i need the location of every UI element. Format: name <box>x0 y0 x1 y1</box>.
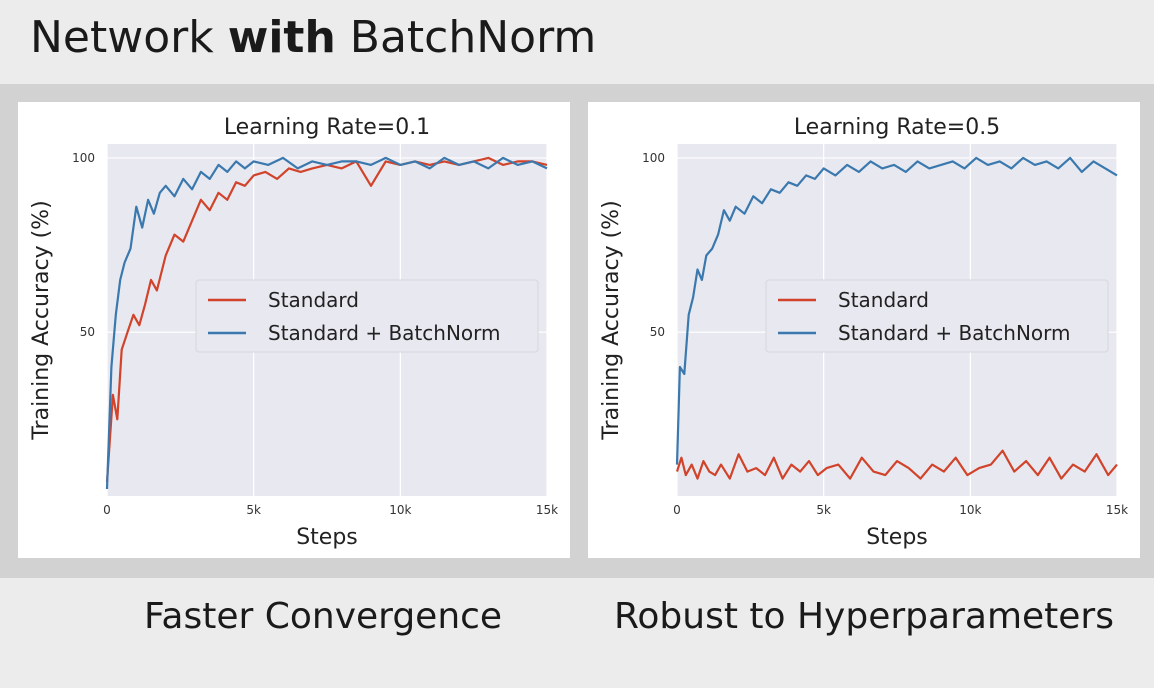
caption-left: Faster Convergence <box>144 596 503 637</box>
chart-right: 0 5k 10k 15k 50 100 Learning Rate=0.5 Steps Trai… <box>599 115 1128 550</box>
slide-title: Network with BatchNorm <box>30 12 596 63</box>
chart-title: Learning Rate=0.1 <box>224 115 430 140</box>
legend-box <box>765 279 1109 353</box>
series-line-standard <box>105 156 548 483</box>
x-tick-label: 5k <box>816 503 831 517</box>
caption-right: Robust to Hyperparameters <box>614 596 1114 637</box>
y-axis-label: Training Accuracy (%) <box>599 200 624 440</box>
y-tick-label: 50 <box>80 325 95 339</box>
x-tick-label: 5k <box>246 503 261 517</box>
y-tick-label: 100 <box>642 151 665 165</box>
x-tick-label: 15k <box>536 503 558 517</box>
series-line-batchnorm <box>105 156 548 490</box>
series-line-standard <box>675 449 1118 480</box>
x-tick-label: 15k <box>1106 503 1128 517</box>
legend-box <box>195 279 539 353</box>
legend-label-standard: Standard <box>838 288 929 312</box>
x-tick-label: 0 <box>673 503 681 517</box>
y-axis-label: Training Accuracy (%) <box>29 200 54 440</box>
slide-title-bold: with <box>227 12 336 63</box>
legend-label-standard: Standard <box>268 288 359 312</box>
slide-title-prefix: Network <box>30 12 228 63</box>
series-line-batchnorm <box>675 156 1118 465</box>
chart-title: Learning Rate=0.5 <box>794 115 1000 140</box>
x-tick-label: 0 <box>103 503 111 517</box>
x-axis-label: Steps <box>866 525 928 550</box>
y-tick-label: 100 <box>72 151 95 165</box>
slide-title-suffix: BatchNorm <box>335 12 597 63</box>
chart-panel-right: 0 5k 10k 15k 50 100 Learning Rate=0.5 Steps Trai… <box>588 102 1140 558</box>
legend-label-batchnorm: Standard + BatchNorm <box>268 321 501 345</box>
chart-left: 0 5k 10k 15k 50 100 Learning Rate=0.1 Steps Trai… <box>29 115 558 550</box>
legend-label-batchnorm: Standard + BatchNorm <box>838 321 1071 345</box>
x-tick-label: 10k <box>959 503 981 517</box>
x-axis-label: Steps <box>296 525 358 550</box>
x-tick-label: 10k <box>389 503 411 517</box>
y-tick-label: 50 <box>650 325 665 339</box>
chart-panel-left: 0 5k 10k 15k 50 100 Learning Rate=0.1 Steps Trai… <box>18 102 570 558</box>
